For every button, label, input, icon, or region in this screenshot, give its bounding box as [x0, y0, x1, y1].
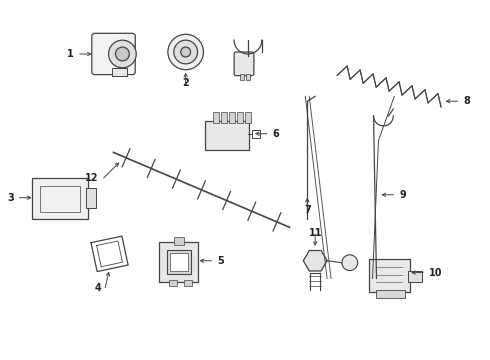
Bar	[169, 280, 177, 286]
Text: 11: 11	[308, 228, 322, 238]
Text: 8: 8	[464, 96, 470, 106]
Bar	[167, 250, 191, 274]
Polygon shape	[303, 251, 327, 271]
Circle shape	[168, 34, 203, 70]
Text: 12: 12	[85, 173, 98, 183]
FancyBboxPatch shape	[369, 259, 410, 292]
Circle shape	[116, 47, 129, 61]
Bar	[174, 237, 184, 245]
Text: 5: 5	[218, 256, 224, 266]
Text: 4: 4	[95, 283, 101, 293]
FancyBboxPatch shape	[159, 242, 198, 282]
Text: 2: 2	[182, 78, 189, 89]
Bar	[112, 68, 127, 76]
Circle shape	[181, 47, 191, 57]
Bar	[245, 112, 251, 123]
Circle shape	[174, 40, 197, 64]
Bar	[221, 112, 227, 123]
Text: 10: 10	[429, 267, 442, 278]
Circle shape	[342, 255, 358, 271]
Bar	[40, 186, 80, 212]
Bar	[86, 188, 96, 208]
Text: 3: 3	[7, 193, 14, 203]
Bar	[246, 74, 250, 80]
Bar	[408, 271, 422, 282]
Bar	[375, 290, 405, 298]
Circle shape	[109, 40, 136, 68]
Circle shape	[373, 275, 388, 288]
FancyBboxPatch shape	[32, 178, 88, 219]
FancyBboxPatch shape	[205, 121, 249, 150]
Text: 9: 9	[399, 190, 406, 200]
Text: 7: 7	[304, 206, 311, 215]
Bar	[252, 130, 260, 138]
Bar	[237, 112, 243, 123]
Bar	[184, 280, 192, 286]
Bar	[229, 112, 235, 123]
FancyBboxPatch shape	[234, 52, 254, 76]
Bar	[240, 74, 244, 80]
Bar	[170, 253, 188, 271]
FancyBboxPatch shape	[92, 33, 135, 75]
Text: 1: 1	[67, 49, 74, 59]
Bar	[213, 112, 220, 123]
Text: 6: 6	[272, 129, 279, 139]
